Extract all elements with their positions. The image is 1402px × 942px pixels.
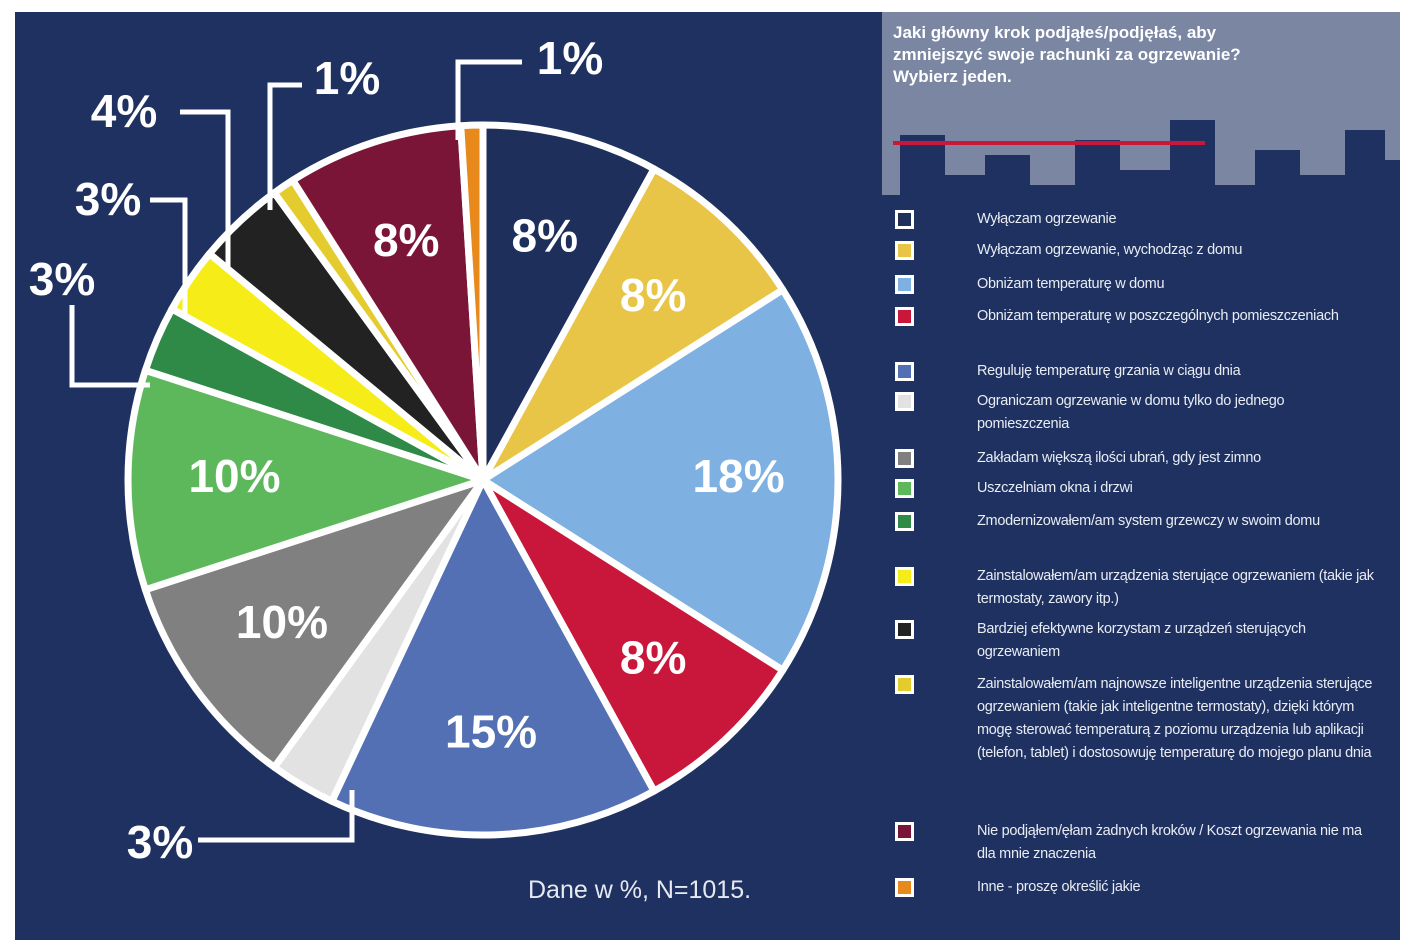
legend-item: Nie podjąłem/ęłam żadnych kroków / Koszt… bbox=[895, 820, 1377, 866]
legend-item: Zainstalowałem/am najnowsze inteligentne… bbox=[895, 673, 1377, 765]
data-label: 3% bbox=[29, 253, 95, 305]
chart: 8% 8% 18% 8% 15% 3% 10% 10% 3% 3% 4% 1% 8% 1% bbox=[0, 0, 1402, 942]
legend-item: Ograniczam ogrzewanie w domu tylko do je… bbox=[895, 390, 1377, 436]
legend-label: Bardziej efektywne korzystam z urządzeń … bbox=[977, 618, 1377, 664]
legend-item: Bardziej efektywne korzystam z urządzeń … bbox=[895, 618, 1377, 664]
legend-label: Wyłączam ogrzewanie bbox=[977, 208, 1377, 231]
data-label: 8% bbox=[620, 269, 686, 321]
legend-item: Reguluję temperaturę grzania w ciągu dni… bbox=[895, 360, 1377, 383]
legend-item: Obniżam temperaturę w poszczególnych pom… bbox=[895, 305, 1377, 328]
infographic: 8% 8% 18% 8% 15% 3% 10% 10% 3% 3% 4% 1% 8% 1% Jaki gł… bbox=[0, 0, 1402, 942]
legend-swatch bbox=[895, 307, 914, 326]
legend-label: Zainstalowałem/am najnowsze inteligentne… bbox=[977, 673, 1377, 765]
legend-item: Wyłączam ogrzewanie, wychodząc z domu bbox=[895, 239, 1377, 262]
legend-swatch bbox=[895, 392, 914, 411]
legend-label: Uszczelniam okna i drzwi bbox=[977, 477, 1377, 500]
legend-swatch bbox=[895, 275, 914, 294]
legend-swatch bbox=[895, 449, 914, 468]
data-label: 10% bbox=[188, 450, 280, 502]
legend-label: Zmodernizowałem/am system grzewczy w swo… bbox=[977, 510, 1377, 533]
data-label: 18% bbox=[693, 450, 785, 502]
legend-label: Wyłączam ogrzewanie, wychodząc z domu bbox=[977, 239, 1377, 262]
legend-swatch bbox=[895, 620, 914, 639]
data-label: 3% bbox=[75, 173, 141, 225]
legend-label: Obniżam temperaturę w domu bbox=[977, 273, 1377, 296]
legend-label: Obniżam temperaturę w poszczególnych pom… bbox=[977, 305, 1377, 328]
legend-swatch bbox=[895, 675, 914, 694]
legend-item: Inne - proszę określić jakie bbox=[895, 876, 1377, 899]
legend-swatch bbox=[895, 822, 914, 841]
legend-label: Inne - proszę określić jakie bbox=[977, 876, 1377, 899]
data-label: 1% bbox=[537, 32, 603, 84]
legend-label: Reguluję temperaturę grzania w ciągu dni… bbox=[977, 360, 1377, 383]
data-label: 3% bbox=[127, 816, 193, 868]
data-label: 8% bbox=[373, 214, 439, 266]
chart-title: Jaki główny krok podjąłeś/podjęłaś, aby … bbox=[893, 22, 1243, 88]
legend-item: Zakładam większą ilości ubrań, gdy jest … bbox=[895, 447, 1377, 470]
legend-item: Obniżam temperaturę w domu bbox=[895, 273, 1377, 296]
data-label: 4% bbox=[91, 85, 157, 137]
legend-item: Wyłączam ogrzewanie bbox=[895, 208, 1377, 231]
legend-label: Zakładam większą ilości ubrań, gdy jest … bbox=[977, 447, 1377, 470]
legend-item: Zainstalowałem/am urządzenia sterujące o… bbox=[895, 565, 1377, 611]
data-label: 10% bbox=[236, 596, 328, 648]
note: Dane w %, N=1015. bbox=[528, 876, 751, 905]
data-label: 1% bbox=[314, 52, 380, 104]
legend-swatch bbox=[895, 878, 914, 897]
legend-swatch bbox=[895, 241, 914, 260]
legend-item: Uszczelniam okna i drzwi bbox=[895, 477, 1377, 500]
legend-swatch bbox=[895, 512, 914, 531]
legend-swatch bbox=[895, 567, 914, 586]
data-label: 15% bbox=[445, 706, 537, 758]
data-label: 8% bbox=[512, 209, 578, 261]
legend-swatch bbox=[895, 479, 914, 498]
legend-label: Ograniczam ogrzewanie w domu tylko do je… bbox=[977, 390, 1377, 436]
legend-swatch bbox=[895, 210, 914, 229]
legend-item: Zmodernizowałem/am system grzewczy w swo… bbox=[895, 510, 1377, 533]
data-label: 8% bbox=[620, 631, 686, 683]
legend-label: Zainstalowałem/am urządzenia sterujące o… bbox=[977, 565, 1377, 611]
legend-label: Nie podjąłem/ęłam żadnych kroków / Koszt… bbox=[977, 820, 1377, 866]
legend-swatch bbox=[895, 362, 914, 381]
